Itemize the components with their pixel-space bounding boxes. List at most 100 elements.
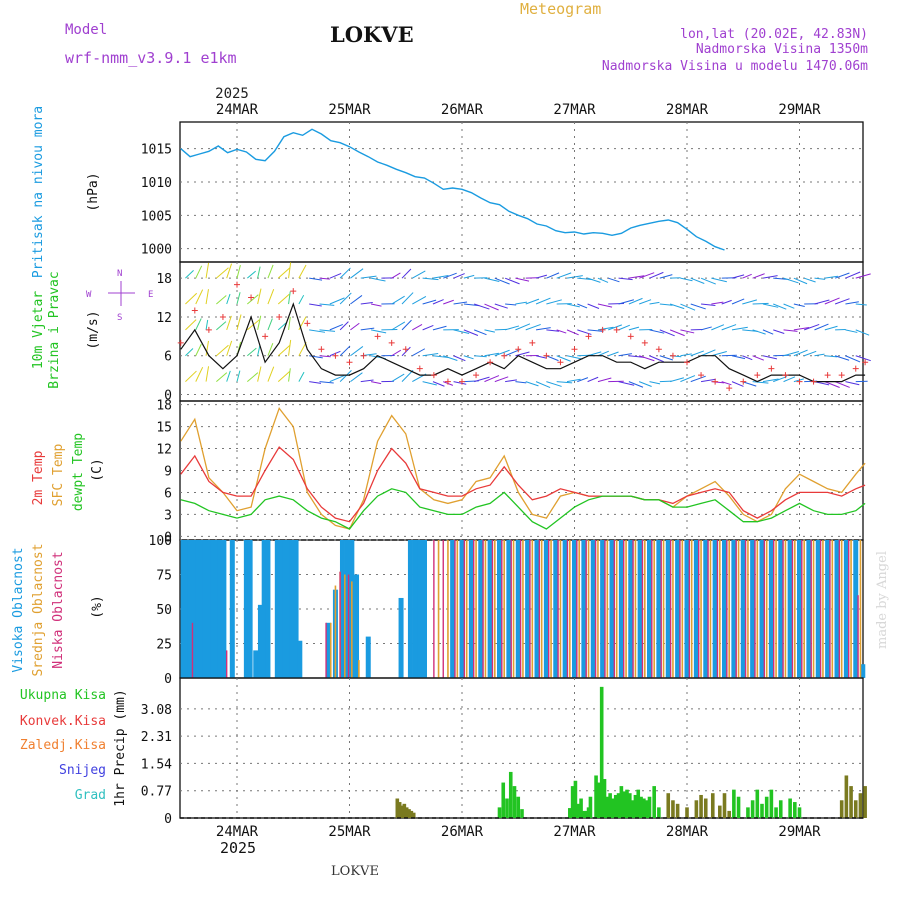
wind-arrow [258, 366, 261, 381]
cloud-bar-low [736, 540, 737, 678]
wind-arrow [567, 356, 583, 359]
precip-bar-total [704, 799, 708, 818]
cloud-bar-low [548, 540, 549, 678]
wind-tick-label: 12 [156, 311, 172, 326]
bottom-date-label: 27MAR [553, 824, 596, 840]
wind-arrow [309, 382, 321, 384]
wind-arrow [278, 268, 290, 278]
cloud-bar-mid [625, 540, 627, 678]
cloud-bar-mid [344, 575, 346, 679]
svg-text:S: S [117, 313, 122, 323]
svg-text:E: E [148, 290, 153, 300]
wind-arrow [608, 352, 618, 356]
cloud-bar-mid [653, 540, 655, 678]
temp-tick-label: 15 [156, 421, 172, 436]
precip-bar-total [845, 775, 849, 818]
wind-arrow [701, 304, 715, 305]
wind-arrow [371, 304, 381, 306]
wind-speed-line [181, 304, 865, 382]
wind-arrow [753, 303, 769, 304]
cloud-bar-mid [775, 540, 777, 678]
cloud-bar-mid [691, 540, 693, 678]
pressure-panel-frame [180, 122, 863, 262]
cloud-bar-mid [494, 540, 496, 678]
precip-bar-total [727, 811, 731, 818]
wind-arrow [485, 330, 495, 332]
wind-arrow [402, 370, 413, 381]
cloud-tick-label: 0 [164, 672, 172, 687]
wind-arrow [247, 295, 258, 304]
model-elevation-text: Nadmorska Visina u modelu 1470.06m [602, 59, 868, 74]
wind-arrow [505, 380, 517, 382]
wind-gust-marker [656, 346, 662, 352]
wind-arrow [711, 278, 726, 282]
wind-arrow [185, 270, 193, 278]
dewpt-temp-line [181, 489, 865, 529]
precip-bar-total [671, 800, 675, 818]
precip-panel-frame [180, 678, 863, 818]
cloud-bar-low [689, 540, 690, 678]
wind-arrow [433, 382, 444, 387]
precip-tick-label: 1.54 [141, 757, 172, 772]
wind-gust-marker [684, 359, 690, 365]
wind-arrow [598, 378, 611, 382]
precip-bar-total [854, 800, 858, 818]
wind-arrow [227, 294, 230, 304]
cloud-bar-mid [475, 540, 477, 678]
wind-gust-marker [318, 346, 324, 352]
wind-gust-marker [726, 385, 732, 391]
cloud-tick-label: 75 [156, 569, 172, 584]
cloud-bar-low [698, 540, 699, 678]
wind-tick-label: 18 [156, 272, 172, 287]
wind-arrow [289, 317, 291, 330]
wind-arrow [464, 275, 474, 278]
temp-panel-frame [180, 401, 863, 540]
wind-arrow [237, 371, 240, 382]
cloud-mid-label: Srednja Oblacnost [31, 543, 46, 676]
wind-gust-marker [811, 379, 817, 385]
wind-arrow [350, 346, 362, 355]
wind-arrow [402, 320, 412, 330]
wind-arrow [732, 382, 743, 387]
wind-arrow [815, 354, 825, 356]
cloud-bar-mid [607, 540, 609, 678]
wind-arrow [392, 374, 405, 382]
wind-arrow [815, 278, 826, 279]
cloud-bar-low [764, 540, 765, 678]
wind-arrow [196, 367, 203, 381]
wind-gust-marker [178, 340, 184, 346]
wind-arrow [206, 289, 208, 304]
cloud-bar-mid [700, 540, 702, 678]
temp-sfc-label: SFC Temp [51, 444, 66, 507]
wind-arrow [268, 367, 274, 382]
wind-arrow [443, 300, 453, 304]
wind-gust-marker [600, 327, 606, 333]
wind-gust-marker [501, 353, 507, 359]
precip-bar-total [657, 807, 661, 818]
wind-arrow [567, 330, 579, 335]
cloud-bar-mid [663, 540, 665, 678]
cloud-bar-mid [569, 540, 571, 678]
precip-bar-total [774, 807, 778, 818]
precip-bar-total [798, 807, 802, 818]
cloud-bar-low [623, 540, 624, 678]
precip-total-label: Ukupna Kisa [20, 688, 106, 703]
wind-arrow [320, 356, 331, 357]
wind-arrow [423, 353, 439, 355]
cloud-bar-mid [503, 540, 505, 678]
wind-arrow [206, 320, 208, 330]
precip-bar-total [760, 804, 764, 818]
wind-arrow [216, 268, 228, 278]
cloud-bar-low [348, 575, 349, 679]
wind-gust-marker [670, 353, 676, 359]
wind-gust-marker [487, 359, 493, 365]
cloud-bar-low [604, 540, 605, 678]
bottom-date-label: 29MAR [778, 824, 821, 840]
wind-arrow [196, 266, 202, 278]
temp-2m-line [181, 447, 865, 522]
precip-tick-label: 3.08 [141, 703, 172, 718]
wind-arrow [495, 304, 508, 308]
wind-arrow [402, 293, 413, 304]
wind-arrow [825, 326, 838, 330]
wind-arrow [536, 328, 551, 330]
